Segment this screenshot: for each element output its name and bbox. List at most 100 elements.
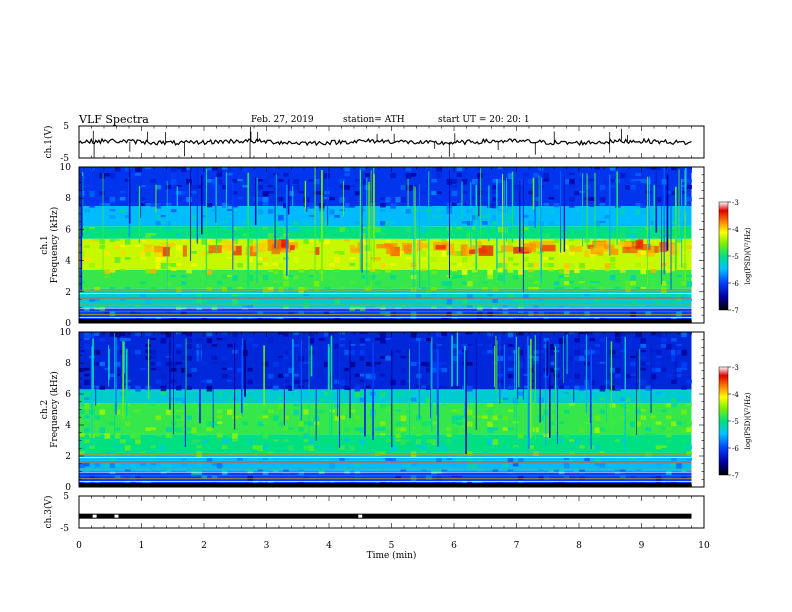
ch2-spectrogram-speckle [533, 385, 539, 388]
ch2-spectrogram-speckle [334, 409, 340, 412]
ch2-spectrogram-speckle [538, 469, 544, 473]
ch1-spectrogram-speckle [609, 179, 616, 183]
ch1-spectrogram-speckle [175, 305, 182, 311]
ch1-spectrogram-speckle [584, 311, 590, 316]
ch2-spectrogram-speckle [94, 421, 100, 427]
ch1-spectrogram-speckle [175, 287, 182, 293]
ch2-spectrogram-speckle [242, 403, 248, 406]
ch2-spectrogram-speckle [466, 355, 473, 359]
ch2-spectrogram-speckle [533, 355, 539, 362]
ch2-spectrogram-speckle [109, 445, 116, 450]
ch1-spectrogram-speckle [502, 269, 509, 272]
ch1-spectrogram-speckle [211, 167, 218, 171]
ch1-spectrogram-speckle [354, 299, 361, 304]
ch2-spectrogram-speckle [150, 403, 157, 406]
ch1-spectrogram-colorbar [718, 201, 729, 311]
ch1-spectrogram-peak-blob [162, 246, 170, 257]
ch1-spectrogram-speckle [385, 221, 391, 227]
ch2-spectrogram-speckle [436, 475, 442, 481]
ch1-spectrogram-speckle [635, 263, 641, 268]
ch1-spectrogram-speckle [375, 281, 381, 286]
ch1-spectrogram-speckle [609, 263, 616, 269]
ch1-spectrogram-speckle [604, 305, 611, 307]
ch1-spectrogram-peak-blob [386, 244, 395, 255]
ch2-spectrogram-speckle [247, 415, 254, 419]
ch2-spectrogram-speckle [497, 415, 504, 419]
ch2-spectrogram-speckle [517, 397, 524, 403]
ch2-spectrogram-speckle [380, 373, 386, 377]
ch2-spectrogram-speckle [94, 481, 100, 485]
ch1-spectrogram-speckle [308, 311, 315, 316]
ch2-spectrogram-speckle [278, 397, 284, 400]
ch2-spectrogram-speckle [324, 457, 330, 464]
ch1-spectrogram-speckle [196, 233, 202, 239]
ch2-spectrogram-speckle [492, 355, 499, 359]
ch2-spectrogram-speckle [206, 457, 213, 462]
ch2-spectrogram-speckle [349, 343, 356, 346]
ch2-spectrogram-speckle [426, 451, 432, 454]
ch2-spectrogram-speckle [676, 349, 682, 355]
ch1-spectrogram-speckle [620, 209, 626, 215]
ch1-spectrogram-speckle [512, 299, 519, 302]
ch1-spectrogram-speckle [446, 305, 453, 309]
ch2-spectrogram-speckle [640, 409, 647, 412]
ch1-spectrogram-peak-blob [182, 245, 187, 257]
ch1-spectrogram-speckle [165, 203, 172, 206]
ch2-spectrogram-speckle [79, 451, 85, 454]
ch2-spectrogram-speckle [334, 391, 340, 395]
ch1-spectrogram-speckle [579, 263, 585, 269]
ch2-spectrogram-speckle [344, 349, 351, 356]
ch1-spectrogram-speckle [298, 299, 305, 303]
ch2-spectrogram-speckle [247, 397, 254, 402]
ch1-spectrogram-speckle [124, 203, 131, 206]
ch1-spectrogram-speckle [267, 209, 274, 214]
ch1-spectrogram-speckle [548, 263, 555, 268]
ch1-spectrogram-speckle [206, 179, 213, 183]
ch2-spectrogram-speckle [354, 373, 361, 378]
ch1-spectrogram-speckle [99, 167, 106, 173]
ch1-spectrogram-speckle [441, 251, 447, 257]
ch1-spectrogram-speckle [410, 299, 417, 303]
ch2-spectrogram-speckle [267, 409, 274, 413]
ch2-spectrogram-speckle [492, 427, 499, 431]
ch2-spectrogram-speckle [354, 463, 361, 466]
ch2-spectrogram-speckle [252, 451, 259, 456]
ch2-spectrogram-speckle [349, 349, 356, 356]
ch1-spectrogram-speckle [548, 257, 555, 260]
ch1-spectrogram-speckle [507, 269, 514, 273]
ch2-spectrogram-speckle [420, 451, 427, 454]
ch2-spectrogram-speckle [298, 421, 305, 427]
ch2-spectrogram-speckle [507, 427, 514, 431]
ch1-spectrogram-speckle [135, 173, 141, 176]
ch1-spectrogram-speckle [119, 269, 126, 272]
ch1-spectrogram-speckle [237, 287, 243, 290]
ch1-spectrogram-speckle [114, 257, 121, 263]
ch1-spectrogram-speckle [339, 287, 345, 290]
ch1-spectrogram-speckle [635, 209, 641, 215]
ch2-spectrogram-speckle [334, 403, 340, 408]
ch1-spectrogram-speckle [420, 281, 427, 286]
ch1-spectrogram-peak-blob [469, 249, 476, 255]
ch1-spectrogram-speckle [165, 281, 172, 287]
ch2-spectrogram-speckle [380, 427, 386, 431]
ch2-spectrogram-speckle [569, 379, 575, 383]
ch1-spectrogram-heatmap [79, 167, 692, 323]
ch2-spectrogram-speckle [262, 445, 269, 450]
ch2-spectrogram-speckle [665, 343, 672, 350]
ch2-spectrogram-speckle [676, 367, 682, 372]
ch2-spectrogram-floor [79, 483, 692, 487]
ch1-spectrogram-speckle [313, 287, 320, 292]
ch1-spectrogram-speckle [461, 203, 468, 206]
ch3-time-series-ylabel: ch.3(V) [43, 496, 54, 529]
ch2-spectrogram-speckle [589, 433, 596, 436]
ch1-spectrogram-speckle [497, 227, 504, 233]
ch1-spectrogram-speckle [109, 215, 116, 219]
ch1-spectrogram-speckle [563, 305, 570, 309]
ch2-spectrogram-speckle [94, 469, 100, 472]
ch1-spectrogram-speckle [415, 221, 422, 227]
ch2-spectrogram-speckle [579, 415, 585, 420]
ch2-spectrogram-speckle [569, 457, 575, 462]
ch2-spectrogram-speckle [283, 373, 289, 377]
ch1-spectrogram-speckle [170, 263, 177, 267]
ch1-spectrogram-speckle [380, 203, 386, 208]
